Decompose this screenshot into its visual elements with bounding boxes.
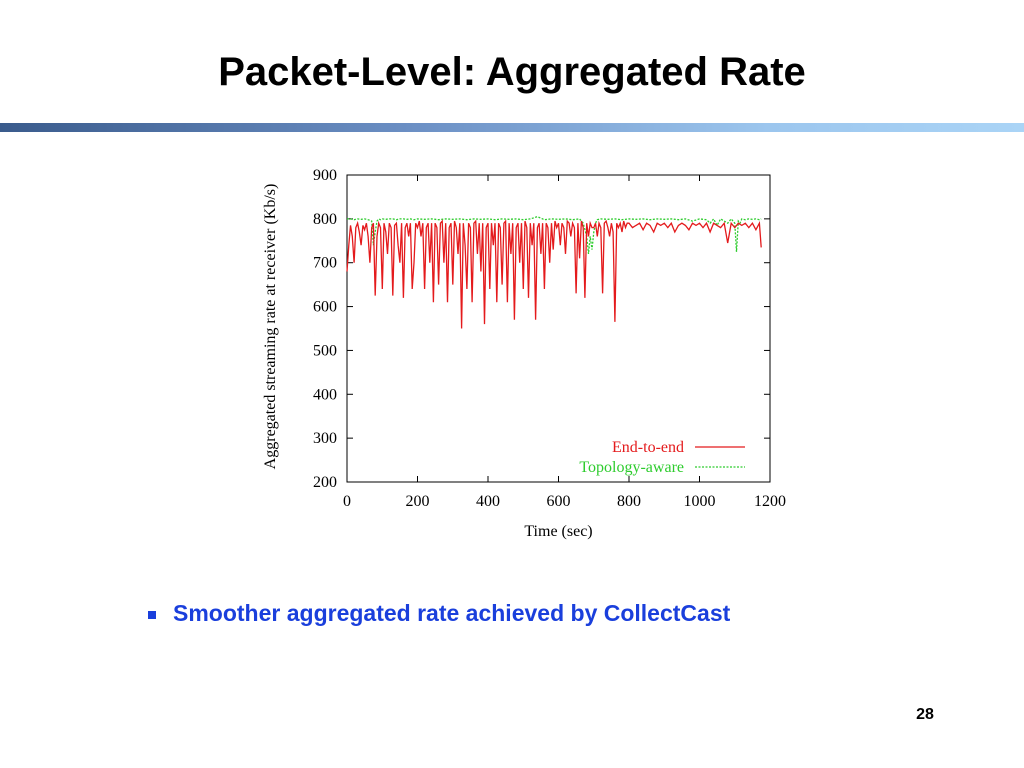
y-tick-label: 800 (313, 211, 337, 228)
y-tick-label: 200 (313, 474, 337, 491)
y-tick-label: 300 (313, 430, 337, 447)
x-tick-label: 600 (547, 493, 571, 510)
y-tick-label: 400 (313, 386, 337, 403)
plot-frame (346, 174, 771, 483)
bullet-text: Smoother aggregated rate achieved by Col… (173, 600, 731, 626)
x-tick-label: 200 (406, 493, 430, 510)
x-tick-label: 1200 (754, 493, 786, 510)
y-tick-label: 900 (313, 167, 337, 184)
page-number: 28 (916, 706, 934, 723)
y-tick-label: 600 (313, 299, 337, 316)
bullet-point: Smoother aggregated rate achieved by Col… (148, 600, 730, 627)
x-tick-label: 400 (476, 493, 500, 510)
title-divider-bar (0, 123, 1024, 132)
series-line-end-to-end (346, 219, 762, 329)
y-tick-label: 500 (313, 342, 337, 359)
legend-label-end-to-end: End-to-end (612, 439, 684, 456)
x-tick-label: 1000 (684, 493, 716, 510)
x-axis-label: Time (sec) (524, 523, 592, 540)
y-axis-label: Aggregated streaming rate at receiver (K… (262, 184, 279, 470)
x-tick-label: 800 (617, 493, 641, 510)
x-tick-label: 0 (343, 493, 351, 510)
square-bullet-icon (148, 610, 156, 619)
series-line-topology-aware (347, 216, 762, 254)
slide-title: Packet-Level: Aggregated Rate (218, 50, 806, 94)
legend-label-topology-aware: Topology-aware (579, 459, 684, 476)
y-tick-label: 700 (313, 255, 337, 272)
